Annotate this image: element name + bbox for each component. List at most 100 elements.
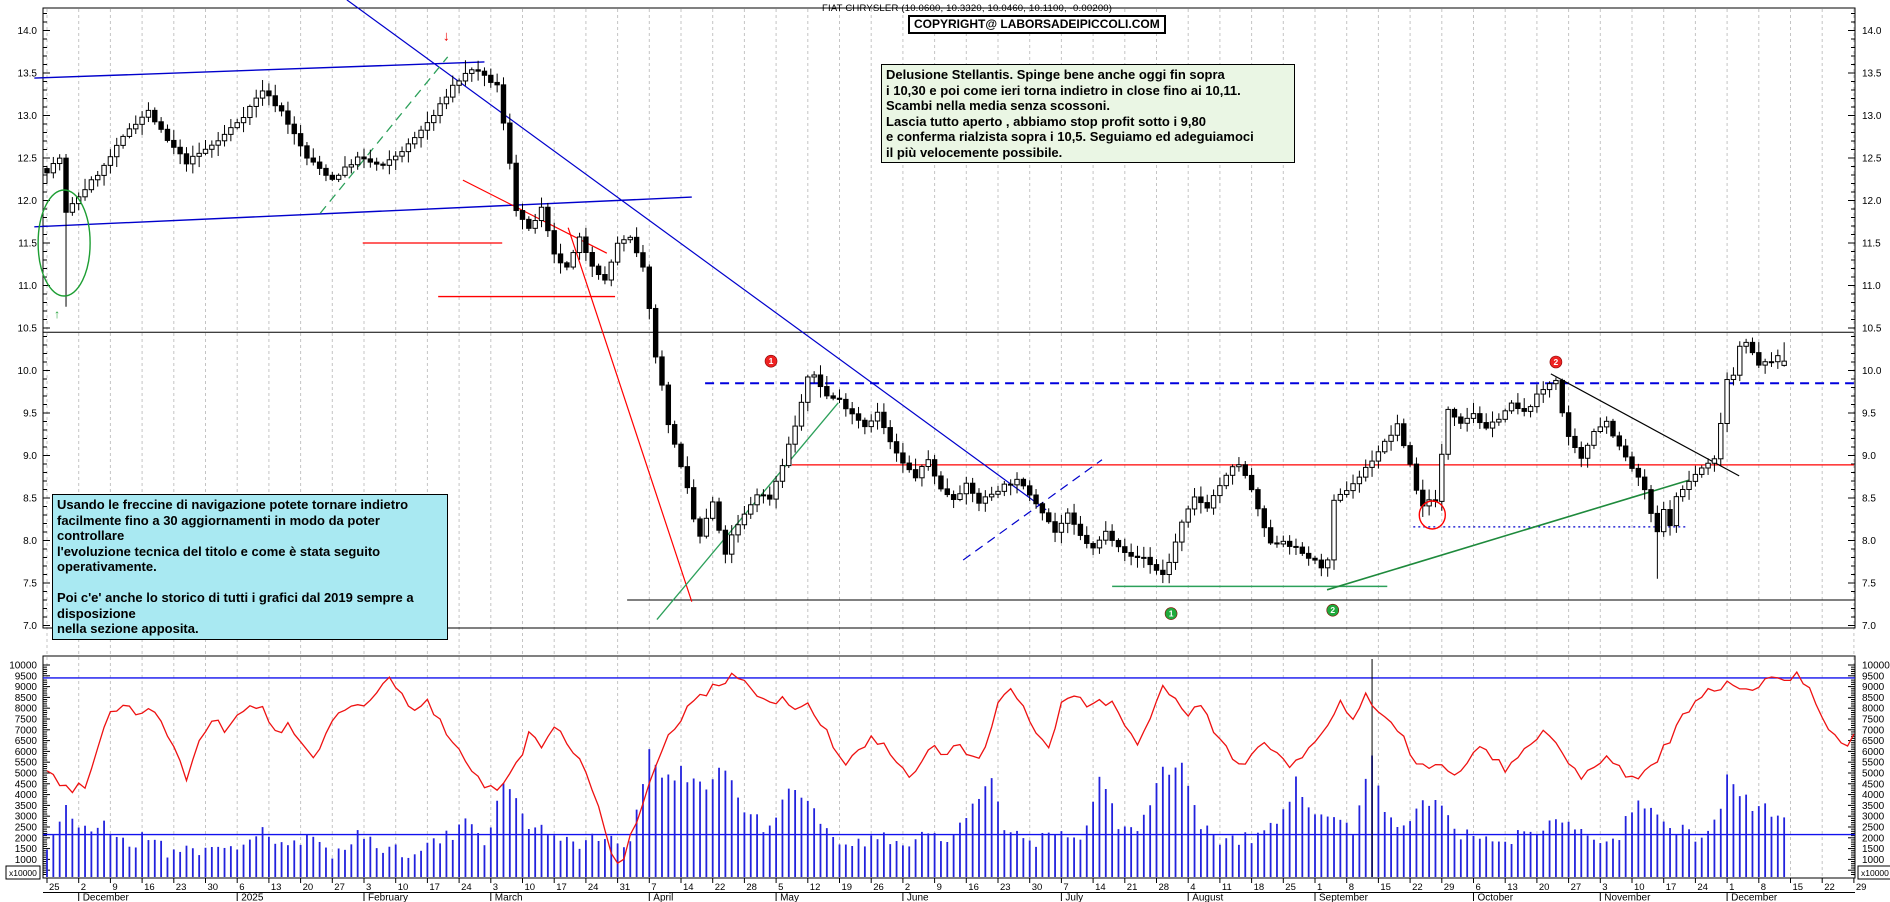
svg-text:19: 19 (842, 882, 853, 893)
svg-text:4000: 4000 (1862, 790, 1885, 801)
channel-bottom (34, 196, 692, 228)
chart-title: FIAT CHRYSLER (10.0600, 10.3320, 10.0460… (822, 3, 1113, 14)
major-downtrend (346, 0, 1047, 511)
svg-text:9000: 9000 (1862, 682, 1885, 693)
copyright-badge: COPYRIGHT@ LABORSADEIPICCOLI.COM (908, 15, 1166, 34)
svg-text:9.5: 9.5 (23, 409, 37, 420)
svg-text:7500: 7500 (1862, 714, 1885, 725)
svg-text:8000: 8000 (1862, 704, 1885, 715)
svg-text:8.5: 8.5 (23, 494, 37, 505)
svg-text:May: May (780, 893, 799, 902)
svg-text:21: 21 (1127, 882, 1138, 893)
svg-text:28: 28 (1159, 882, 1170, 893)
oscillator-line (46, 670, 1855, 865)
svg-text:1000: 1000 (15, 855, 38, 866)
svg-text:7000: 7000 (15, 725, 38, 736)
svg-text:14: 14 (683, 882, 694, 893)
september-uptrend-green (1326, 479, 1690, 591)
svg-text:28: 28 (746, 882, 757, 893)
svg-text:10000: 10000 (1862, 661, 1890, 672)
svg-text:June: June (907, 893, 929, 902)
svg-text:5: 5 (778, 882, 783, 893)
svg-text:7: 7 (651, 882, 656, 893)
svg-text:9000: 9000 (15, 682, 38, 693)
svg-text:3000: 3000 (1862, 812, 1885, 823)
svg-text:3: 3 (493, 882, 498, 893)
svg-text:9500: 9500 (1862, 671, 1885, 682)
svg-text:3: 3 (1602, 882, 1607, 893)
svg-text:8: 8 (1761, 882, 1766, 893)
svg-text:10.0: 10.0 (18, 366, 38, 377)
svg-text:7: 7 (1063, 882, 1068, 893)
svg-text:December: December (83, 893, 130, 902)
svg-text:6000: 6000 (15, 747, 38, 758)
svg-text:2000: 2000 (15, 833, 38, 844)
trend-lines (34, 0, 1740, 620)
may-uptrend-green (656, 402, 839, 620)
svg-text:29: 29 (1856, 882, 1867, 893)
svg-text:13: 13 (271, 882, 282, 893)
svg-text:2: 2 (905, 882, 910, 893)
svg-text:6500: 6500 (15, 736, 38, 747)
svg-text:4500: 4500 (1862, 779, 1885, 790)
svg-text:8: 8 (1349, 882, 1354, 893)
svg-text:7.0: 7.0 (23, 621, 37, 632)
svg-text:1: 1 (1729, 882, 1734, 893)
svg-text:3500: 3500 (1862, 801, 1885, 812)
svg-text:5000: 5000 (15, 768, 38, 779)
svg-text:15: 15 (1793, 882, 1804, 893)
svg-text:13.5: 13.5 (1862, 69, 1882, 80)
svg-text:8000: 8000 (15, 704, 38, 715)
svg-text:31: 31 (620, 882, 631, 893)
svg-text:November: November (1604, 893, 1651, 902)
svg-text:1: 1 (769, 356, 774, 366)
horizontal-levels (43, 242, 1854, 601)
svg-text:August: August (1192, 893, 1223, 902)
svg-text:6: 6 (239, 882, 244, 893)
svg-text:x10000: x10000 (9, 868, 37, 878)
volume-scale-note: x10000 x10000 (5, 865, 1890, 880)
svg-text:6500: 6500 (1862, 736, 1885, 747)
svg-text:22: 22 (1824, 882, 1835, 893)
date-axis: 25 2 9 16 23 30 6 13 20 27 3 10 17 24 3 10 17 24 31 7 14 22 28… (43, 878, 1866, 902)
svg-text:24: 24 (461, 882, 472, 893)
red-badge-2: 2 (1549, 355, 1563, 369)
svg-text:25: 25 (49, 882, 60, 893)
november-downtrend-black (1550, 373, 1740, 477)
analysis-note: Delusione Stellantis. Spinge bene anche … (881, 64, 1295, 163)
svg-text:8500: 8500 (1862, 693, 1885, 704)
svg-text:15: 15 (1380, 882, 1391, 893)
mirror-uptrend-dashed (962, 459, 1103, 561)
svg-text:February: February (368, 893, 408, 902)
svg-text:10.0: 10.0 (1862, 366, 1882, 377)
svg-text:October: October (1478, 893, 1514, 902)
svg-text:9: 9 (937, 882, 942, 893)
svg-text:September: September (1319, 893, 1369, 902)
volume-bars (46, 749, 1786, 877)
svg-text:1500: 1500 (15, 844, 38, 855)
red-down-arrow: ↓ (443, 28, 450, 44)
svg-text:5500: 5500 (15, 758, 38, 769)
navigation-note: Usando le freccine di navigazione potete… (52, 494, 448, 640)
svg-text:April: April (653, 893, 673, 902)
svg-text:23: 23 (1000, 882, 1011, 893)
svg-text:2025: 2025 (241, 893, 264, 902)
svg-text:9.0: 9.0 (1862, 451, 1876, 462)
svg-text:6: 6 (1476, 882, 1481, 893)
svg-text:12: 12 (810, 882, 821, 893)
svg-text:18: 18 (1254, 882, 1265, 893)
annotation-markers: ↑ ↓ 1 2 1 2 (37, 28, 1563, 620)
svg-text:1: 1 (1169, 609, 1174, 619)
svg-text:17: 17 (429, 882, 440, 893)
svg-text:23: 23 (176, 882, 187, 893)
green-badge-2: 2 (1326, 603, 1340, 617)
svg-text:17: 17 (556, 882, 567, 893)
price-axis: 14.0 14.0 13.5 13.5 13.0 13.0 12.5 12.5 12.0 12.0… (18, 13, 1882, 632)
svg-text:30: 30 (208, 882, 219, 893)
svg-text:13: 13 (1507, 882, 1518, 893)
svg-text:30: 30 (1032, 882, 1043, 893)
svg-text:9.5: 9.5 (1862, 409, 1876, 420)
svg-text:7.5: 7.5 (23, 579, 37, 590)
